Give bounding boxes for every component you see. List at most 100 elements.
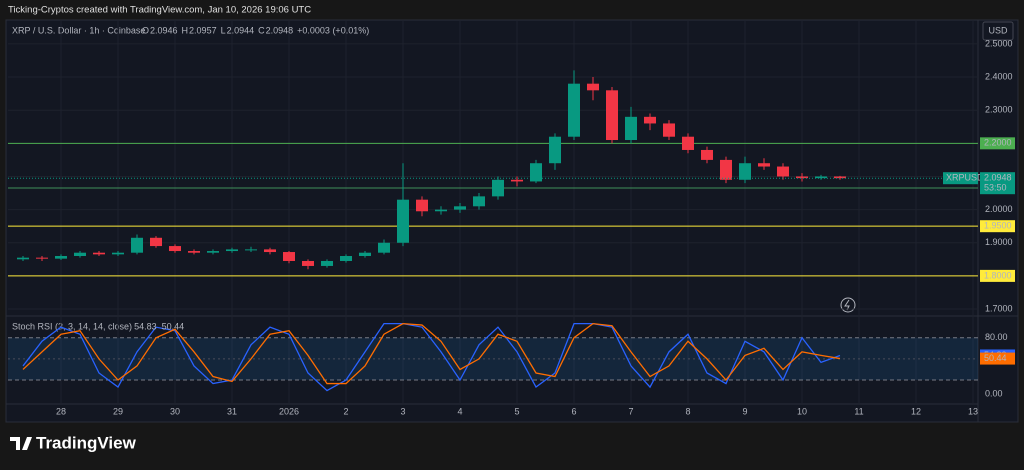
- stoch-legend-value: 54.83: [134, 321, 157, 331]
- level-tag: [980, 220, 1015, 233]
- x-tick-label: 13: [968, 406, 978, 416]
- stoch-tag-label: 50.44: [984, 353, 1007, 363]
- logo-text: TradingView: [36, 433, 137, 452]
- replay-icon-bolt: [844, 299, 850, 311]
- candle-body: [492, 179, 504, 197]
- logo: TradingView: [10, 433, 137, 452]
- ohlc-key: O: [142, 25, 149, 35]
- candle-body: [188, 251, 200, 253]
- candle-body: [720, 159, 732, 180]
- y-tick-label: 2.3000: [985, 105, 1013, 115]
- ohlc-value: 2.0948: [266, 25, 294, 35]
- symbol-label: XRPUSD: [946, 173, 984, 183]
- x-tick-label: 5: [514, 406, 519, 416]
- ohlc-key: H: [182, 25, 189, 35]
- candle-body: [17, 257, 29, 260]
- candle-body: [283, 252, 295, 261]
- candle-body: [74, 252, 86, 257]
- x-tick-label: 12: [911, 406, 921, 416]
- candle-body: [169, 246, 181, 252]
- stoch-line: [22, 322, 841, 385]
- candle-body: [701, 149, 713, 160]
- symbol-tag: [943, 172, 978, 185]
- ohlc-value: 2.0946: [150, 25, 178, 35]
- candle-body: [530, 163, 542, 182]
- candle-body: [739, 163, 751, 180]
- candle-body: [511, 179, 523, 182]
- level-tag: [980, 137, 1015, 150]
- candle-body: [93, 252, 105, 255]
- level-label: 2.2000: [984, 138, 1012, 148]
- candle-body: [435, 209, 447, 212]
- candle-body: [625, 116, 637, 141]
- candle-body: [777, 166, 789, 177]
- x-tick-label: 2: [343, 406, 348, 416]
- x-tick-label: 4: [457, 406, 462, 416]
- ohlc-key: L: [221, 25, 226, 35]
- level-label: 1.8000: [984, 270, 1012, 280]
- x-tick-label: 30: [170, 406, 180, 416]
- y-tick-label: 2.5000: [985, 38, 1013, 48]
- candle-body: [378, 242, 390, 253]
- price-label: 2.0948: [984, 173, 1012, 183]
- currency-button[interactable]: [982, 21, 1014, 41]
- candle-body: [112, 252, 124, 255]
- candle-body: [606, 90, 618, 141]
- candle-body: [416, 199, 428, 212]
- stoch-line: [22, 322, 841, 392]
- x-tick-label: 2026: [279, 406, 299, 416]
- candle-body: [359, 252, 371, 257]
- ohlc-value: 2.0957: [189, 25, 217, 35]
- stoch-legend-value: 50.44: [162, 321, 185, 331]
- level-tag: [980, 269, 1015, 282]
- x-tick-label: 28: [56, 406, 66, 416]
- currency-label[interactable]: USD: [988, 25, 1008, 35]
- candle-body: [321, 260, 333, 266]
- price-tag: [980, 172, 1015, 195]
- watermark: Ticking-Cryptos created with TradingView…: [8, 5, 311, 16]
- candle-body: [302, 260, 314, 266]
- candle-body: [264, 249, 276, 253]
- candle-body: [568, 83, 580, 137]
- x-tick-label: 3: [400, 406, 405, 416]
- x-tick-label: 31: [227, 406, 237, 416]
- candle-body: [663, 123, 675, 137]
- candle-body: [55, 256, 67, 259]
- x-tick-label: 8: [685, 406, 690, 416]
- candle-body: [226, 249, 238, 252]
- change-label: +0.0003 (+0.01%): [297, 25, 369, 35]
- candle-body: [340, 256, 352, 261]
- candle-body: [131, 237, 143, 253]
- candle-body: [549, 136, 561, 164]
- candle-body: [815, 176, 827, 179]
- countdown-label: 53:50: [984, 183, 1007, 193]
- y-tick-label: 0.00: [985, 389, 1003, 399]
- indicator-title: Stoch RSI (3, 3, 14, 14, close): [12, 321, 132, 331]
- y-tick-label: 1.9000: [985, 237, 1013, 247]
- replay-icon[interactable]: [840, 297, 856, 313]
- logo-mark: [10, 437, 32, 450]
- candle-body: [36, 257, 48, 259]
- level-label: 1.9500: [984, 221, 1012, 231]
- candle-body: [245, 249, 257, 251]
- candle-body: [758, 163, 770, 167]
- candle-body: [796, 176, 808, 179]
- candle-body: [473, 196, 485, 207]
- y-tick-label: 2.4000: [985, 71, 1013, 81]
- candle-body: [834, 176, 846, 179]
- x-tick-label: 29: [113, 406, 123, 416]
- candle-body: [682, 136, 694, 150]
- ohlc-key: C: [258, 25, 265, 35]
- x-tick-label: 7: [628, 406, 633, 416]
- y-tick-label: 1.7000: [985, 303, 1013, 313]
- y-tick-label: 80.00: [985, 332, 1008, 342]
- candle-body: [150, 237, 162, 247]
- candle-body: [587, 83, 599, 91]
- y-tick-label: 2.0000: [985, 204, 1013, 214]
- symbol-title: XRP / U.S. Dollar · 1h · Coinbase: [12, 25, 145, 35]
- candle-body: [397, 199, 409, 243]
- x-tick-label: 6: [571, 406, 576, 416]
- candle-body: [644, 116, 656, 124]
